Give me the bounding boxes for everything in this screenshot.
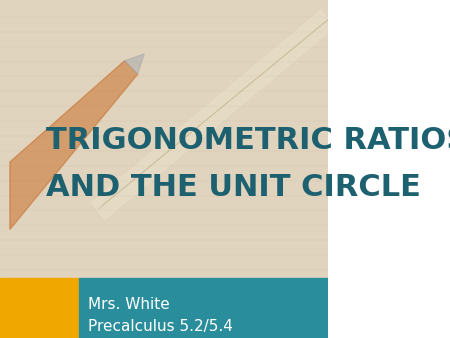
Text: AND THE UNIT CIRCLE: AND THE UNIT CIRCLE xyxy=(46,173,421,202)
Text: Mrs. White: Mrs. White xyxy=(89,297,170,312)
Polygon shape xyxy=(92,10,334,219)
Polygon shape xyxy=(10,61,138,230)
Bar xyxy=(0,279,79,338)
Bar xyxy=(79,279,328,338)
Polygon shape xyxy=(125,54,144,74)
Text: Precalculus 5.2/5.4: Precalculus 5.2/5.4 xyxy=(89,319,234,334)
Text: TRIGONOMETRIC RATIOS: TRIGONOMETRIC RATIOS xyxy=(46,126,450,155)
Bar xyxy=(0,0,328,279)
